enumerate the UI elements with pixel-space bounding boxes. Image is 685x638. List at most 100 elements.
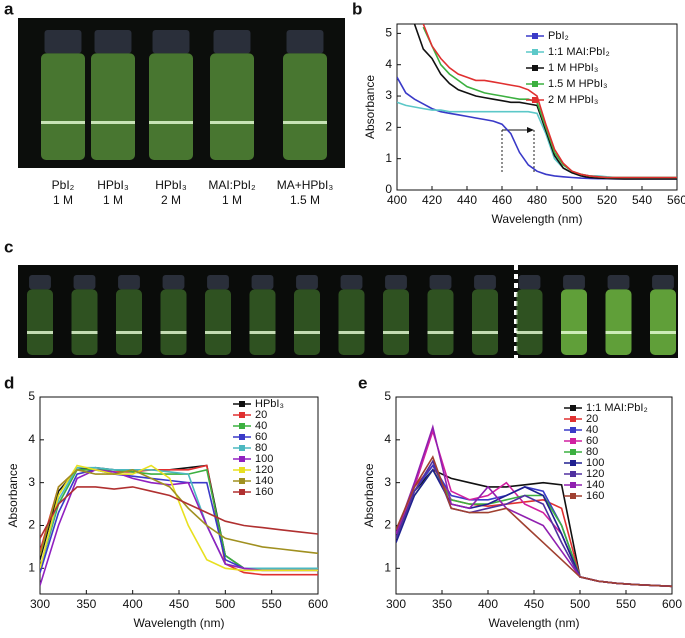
legend-label: 80	[255, 442, 267, 454]
caption: 2 M	[161, 193, 181, 207]
x-tick-label: 350	[76, 597, 96, 611]
vial-cap	[340, 275, 363, 290]
x-tick-label: 400	[123, 597, 143, 611]
caption: 1 M	[53, 193, 73, 207]
vial	[41, 53, 85, 160]
legend-marker	[239, 412, 245, 418]
legend-label: 80	[586, 446, 598, 458]
x-tick-label: 460	[492, 193, 512, 207]
y-tick-label: 4	[28, 432, 35, 446]
vial-band	[91, 121, 135, 124]
vial-cap	[607, 275, 630, 290]
vial-cap	[652, 275, 674, 290]
series-line	[397, 76, 677, 180]
vial	[160, 289, 187, 355]
legend-label: 160	[255, 486, 273, 498]
vial-band	[71, 331, 98, 334]
panel-label: c	[4, 237, 13, 256]
legend-marker	[570, 416, 576, 422]
y-tick-label: 2	[385, 120, 392, 134]
series-line	[396, 468, 672, 588]
y-tick-label: 3	[28, 475, 35, 489]
x-tick-label: 300	[386, 597, 406, 611]
vial	[383, 289, 409, 355]
x-tick-label: 550	[616, 597, 636, 611]
vial-cap	[429, 275, 452, 290]
vial-band	[516, 331, 543, 334]
legend-label: 1:1 MAI:PbI₂	[548, 46, 610, 58]
vial-band	[116, 331, 142, 334]
x-axis-label: Wavelength (nm)	[489, 616, 580, 630]
series-line	[396, 424, 672, 588]
y-tick-label: 1	[385, 151, 392, 165]
series-line	[40, 486, 318, 539]
vial-cap	[518, 275, 541, 290]
x-tick-label: 450	[524, 597, 544, 611]
vial-band	[338, 331, 365, 334]
vial-band	[427, 331, 454, 334]
x-tick-label: 300	[30, 597, 50, 611]
legend-label: 100	[255, 453, 273, 465]
legend-label: 60	[255, 431, 267, 443]
series-line	[397, 101, 677, 179]
legend-marker	[570, 449, 576, 455]
legend-label: 1 M HPbI₃	[548, 62, 598, 74]
legend-label: 100	[586, 457, 604, 469]
vial	[205, 289, 231, 355]
caption: 1 M	[222, 193, 242, 207]
x-tick-label: 540	[632, 193, 652, 207]
vial	[27, 289, 53, 355]
series-line	[40, 468, 318, 570]
vial	[650, 289, 676, 355]
vial-band	[561, 331, 587, 334]
vial	[472, 289, 498, 355]
panel-label: b	[352, 0, 362, 18]
legend-label: 160	[586, 490, 604, 502]
vial-cap	[207, 275, 229, 290]
legend-label: 120	[586, 468, 604, 480]
y-tick-label: 2	[384, 518, 391, 532]
caption: MAI:PbI₂	[208, 178, 256, 192]
series-line	[40, 468, 318, 556]
vial-cap	[44, 30, 82, 54]
vial-band	[149, 121, 193, 124]
y-tick-label: 2	[28, 518, 35, 532]
vial-cap	[251, 275, 274, 290]
x-tick-label: 480	[527, 193, 547, 207]
vial-cap	[286, 30, 324, 54]
vial	[71, 289, 98, 355]
legend-marker	[570, 460, 576, 466]
x-tick-label: 400	[387, 193, 407, 207]
legend-marker	[239, 434, 245, 440]
y-tick-label: 3	[385, 88, 392, 102]
legend-marker	[532, 33, 538, 39]
y-tick-label: 1	[384, 560, 391, 574]
legend-marker	[532, 81, 538, 87]
x-tick-label: 600	[662, 597, 682, 611]
vial	[294, 289, 320, 355]
vial-band	[249, 331, 276, 334]
legend-label: HPbI₃	[255, 398, 284, 410]
series-line	[40, 466, 318, 570]
vial-cap	[152, 30, 190, 54]
vial-cap	[162, 275, 185, 290]
vial-band	[283, 121, 327, 124]
vial	[605, 289, 632, 355]
x-tick-label: 420	[422, 193, 442, 207]
legend-marker	[570, 471, 576, 477]
x-tick-label: 500	[570, 597, 590, 611]
legend-label: 1.5 M HPbI₃	[548, 78, 608, 90]
x-axis-label: Wavelength (nm)	[492, 212, 583, 226]
legend-marker	[239, 445, 245, 451]
y-tick-label: 5	[385, 26, 392, 40]
legend-marker	[570, 482, 576, 488]
vial	[561, 289, 587, 355]
x-tick-label: 500	[215, 597, 235, 611]
series-line	[396, 428, 672, 588]
legend-marker	[239, 456, 245, 462]
vial	[283, 53, 327, 160]
vial-band	[294, 331, 320, 334]
y-axis-label: Absorbance	[6, 463, 20, 527]
legend-label: 60	[586, 435, 598, 447]
legend-marker	[570, 493, 576, 499]
